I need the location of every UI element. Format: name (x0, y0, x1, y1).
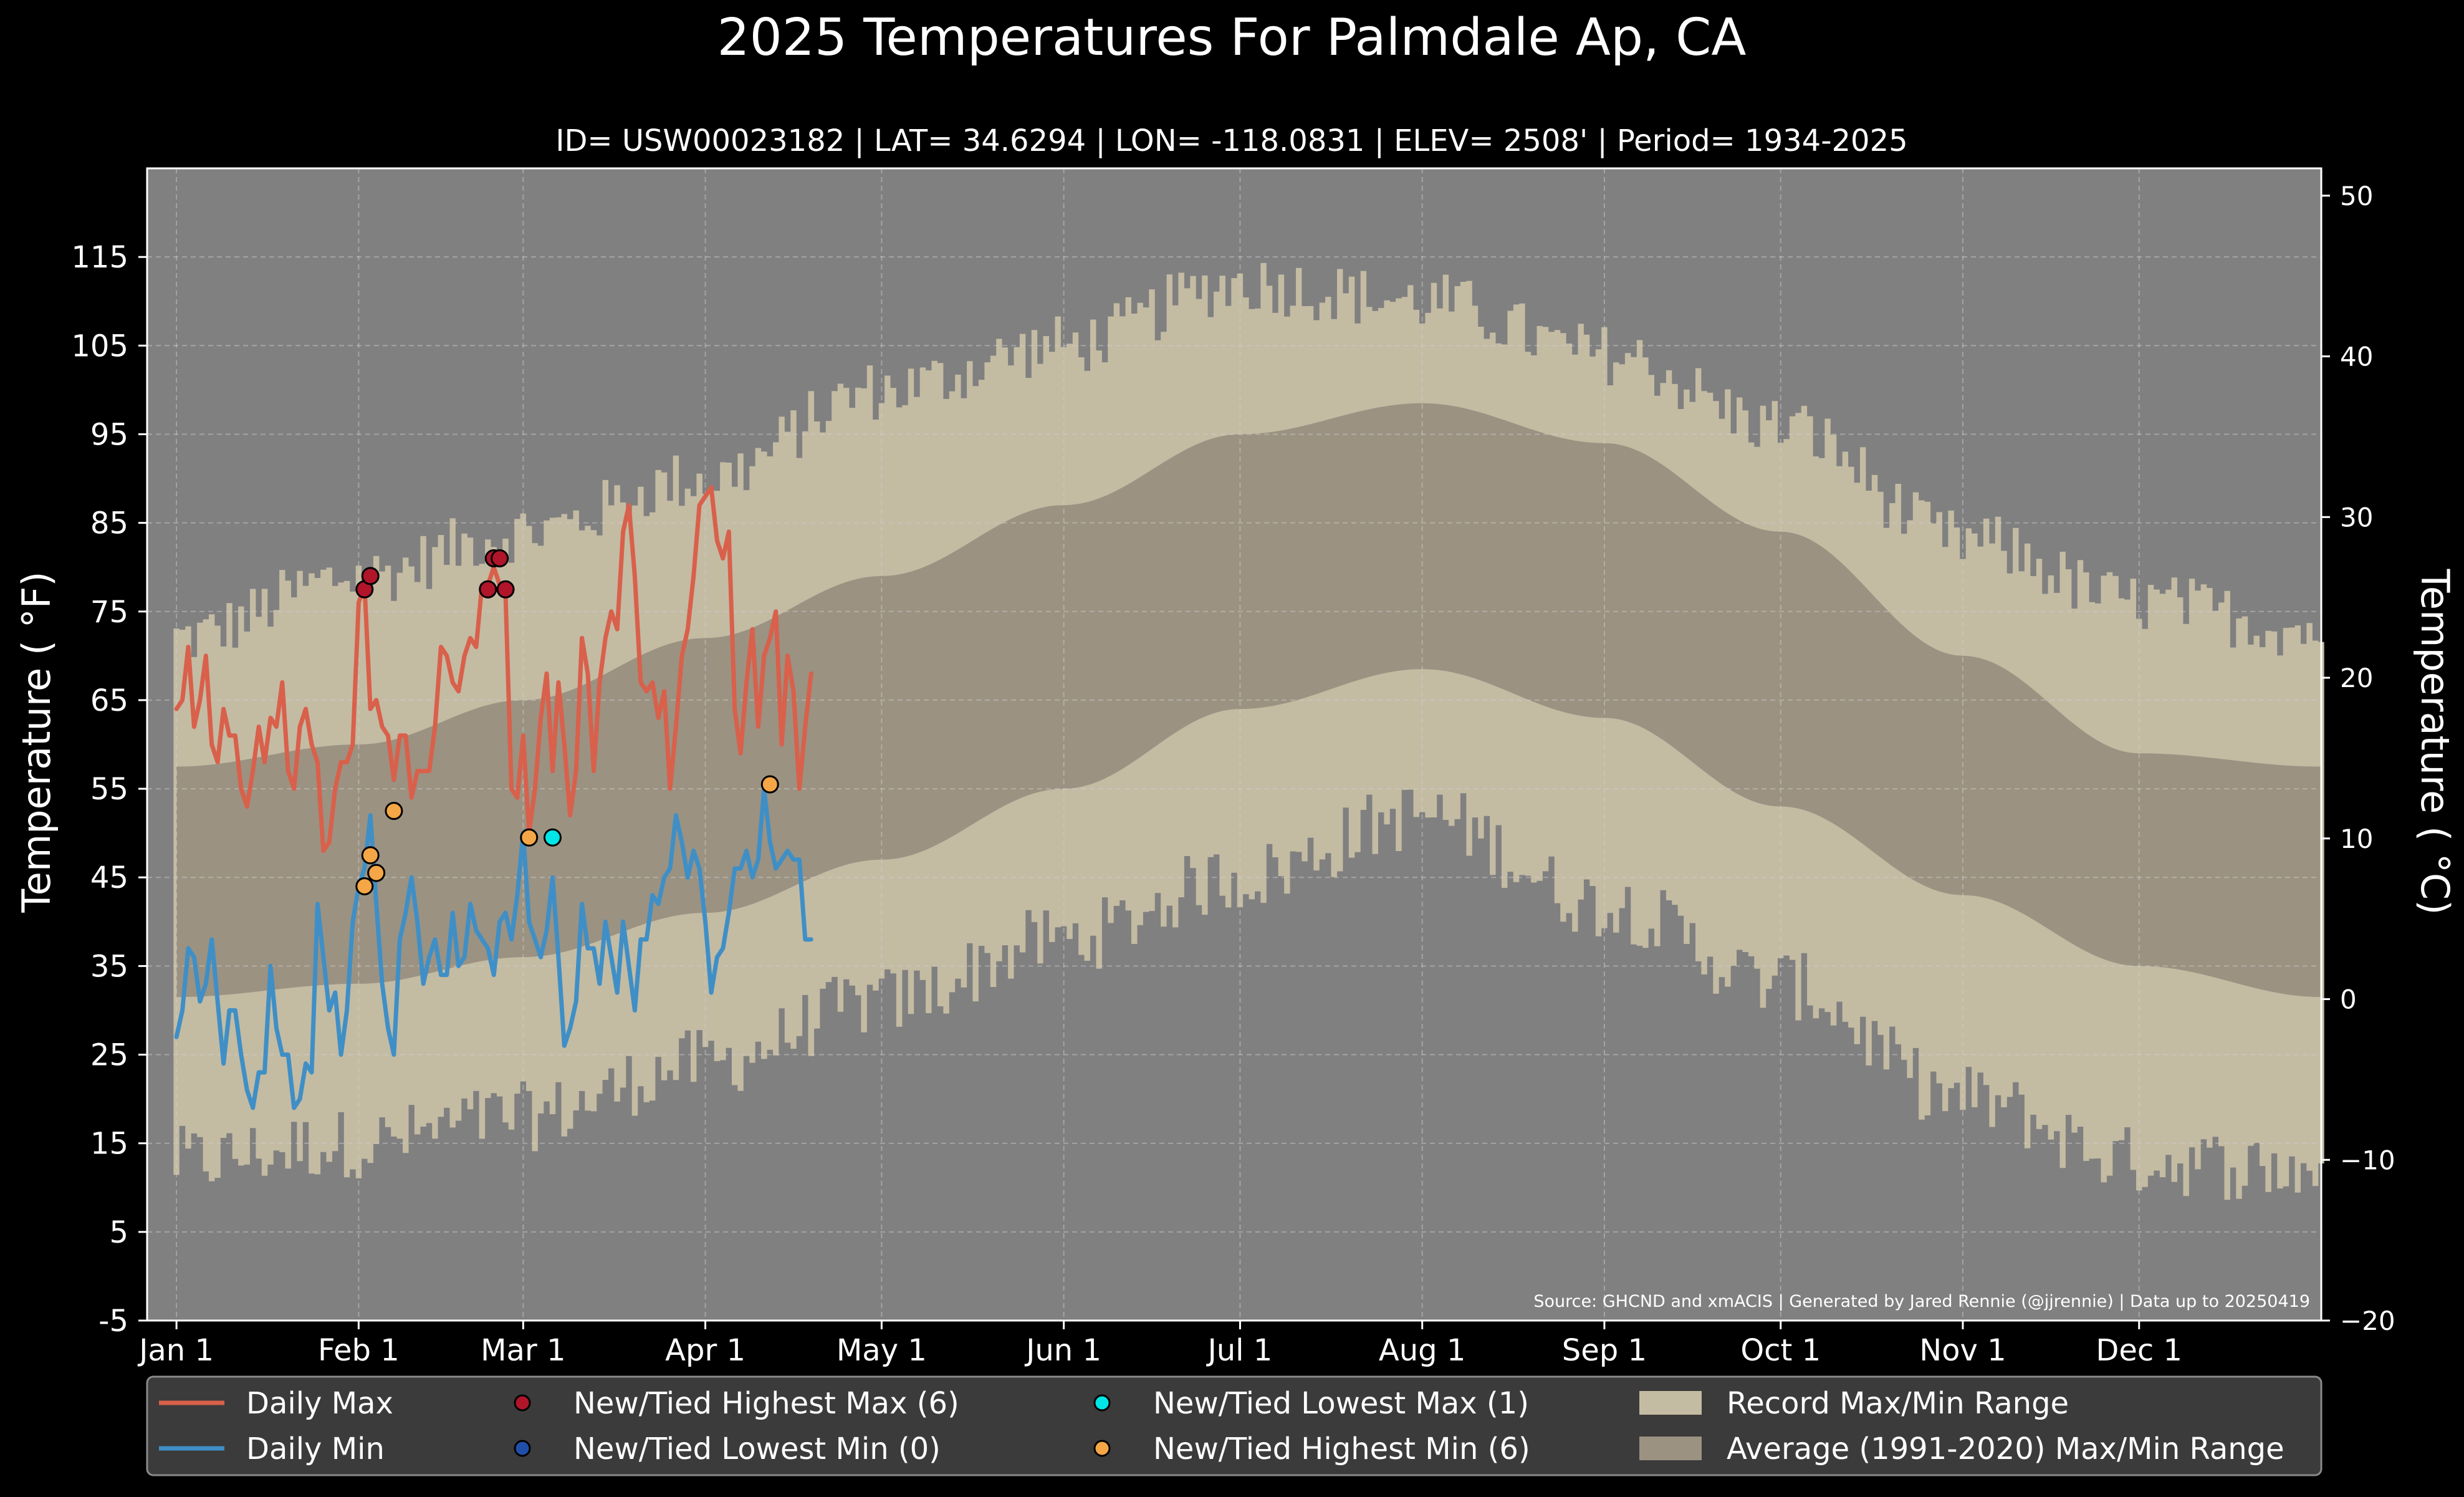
legend-label: Daily Min (246, 1432, 385, 1466)
x-tick-label: Nov 1 (1919, 1333, 2006, 1368)
legend-swatch-marker (1093, 1394, 1111, 1412)
marker-lowest-max (543, 828, 562, 847)
y-tick-label-left: 85 (90, 506, 128, 541)
marker-highest-min (367, 864, 386, 882)
y-tick-label-right: 40 (2340, 342, 2373, 372)
legend-label: New/Tied Lowest Max (1) (1153, 1386, 1529, 1421)
y-tick-label-left: 65 (90, 683, 128, 718)
y-tick-label-left: 35 (90, 949, 128, 984)
y-tick-label-right: 50 (2340, 181, 2373, 211)
legend-label: Daily Max (246, 1386, 393, 1421)
marker-highest-max (479, 580, 497, 599)
marker-highest-min (760, 775, 779, 794)
average-range-band (176, 403, 2321, 998)
y-tick-label-right: 10 (2340, 824, 2373, 854)
chart-title: 2025 Temperatures For Palmdale Ap, CA (717, 8, 1746, 67)
legend-swatch-marker (514, 1394, 531, 1412)
y-tick-label-left: -5 (98, 1304, 128, 1339)
legend-label: New/Tied Lowest Min (0) (573, 1432, 941, 1466)
x-tick-label: Jul 1 (1206, 1333, 1273, 1368)
x-tick-label: May 1 (837, 1333, 927, 1368)
marker-highest-max (361, 567, 380, 585)
y-tick-label-left: 75 (90, 595, 128, 630)
y-tick-label-left: 115 (71, 240, 128, 275)
legend-label: Record Max/Min Range (1727, 1386, 2069, 1421)
y-tick-label-right: 0 (2340, 984, 2357, 1015)
y-tick-label-left: 45 (90, 860, 128, 895)
x-tick-label: Oct 1 (1740, 1333, 1821, 1368)
y-tick-label-left: 55 (90, 772, 128, 807)
legend: Daily Max Daily Min New/Tied Highest Max (… (146, 1375, 2323, 1476)
marker-highest-max (496, 580, 515, 599)
marker-highest-min (385, 802, 403, 821)
legend-swatch-marker (1093, 1440, 1111, 1457)
y-tick-label-right: 20 (2340, 663, 2373, 693)
x-tick-label: Jan 1 (137, 1333, 214, 1368)
legend-label: New/Tied Highest Max (6) (573, 1386, 959, 1421)
y-axis-label-right: Temperature ( °C) (2412, 569, 2458, 915)
legend-swatch-patch (1639, 1391, 1702, 1415)
legend-label: New/Tied Highest Min (6) (1153, 1432, 1530, 1466)
x-tick-label: Feb 1 (318, 1333, 400, 1368)
y-tick-label-left: 5 (109, 1215, 128, 1250)
axes: -5 5 15 25 35 45 55 65 75 85 95 105 115 −20 −10 0 10 20 30… (71, 167, 2395, 1368)
x-tick-label: Apr 1 (665, 1333, 745, 1368)
x-tick-label: Dec 1 (2096, 1333, 2182, 1368)
y-tick-label-right: −10 (2340, 1145, 2395, 1175)
legend-swatch-marker (514, 1440, 531, 1457)
x-tick-label: Jun 1 (1024, 1333, 1101, 1368)
legend-box (146, 1375, 2323, 1476)
legend-swatch-patch (1639, 1437, 1702, 1460)
chart-subtitle: ID= USW00023182 | LAT= 34.6294 | LON= -1… (555, 123, 1907, 158)
marker-highest-min (520, 828, 539, 847)
x-tick-label: Aug 1 (1379, 1333, 1466, 1368)
plot-area: Source: GHCND and xmACIS | Generated by … (147, 168, 2324, 1321)
y-tick-label-right: 30 (2340, 502, 2373, 532)
y-tick-label-left: 105 (71, 329, 128, 363)
y-axis-label-left: Temperature ( °F) (14, 571, 59, 913)
daily-min-line (174, 786, 813, 1110)
legend-label: Average (1991-2020) Max/Min Range (1727, 1432, 2284, 1466)
y-tick-label-left: 25 (90, 1038, 128, 1073)
y-tick-label-left: 15 (90, 1127, 128, 1162)
marker-highest-min (355, 877, 374, 895)
y-tick-label-left: 95 (90, 417, 128, 452)
marker-highest-max (491, 549, 509, 567)
marker-highest-min (361, 846, 380, 865)
source-note: Source: GHCND and xmACIS | Generated by … (1533, 1292, 2310, 1311)
y-tick-label-right: −20 (2340, 1306, 2395, 1336)
x-tick-label: Mar 1 (481, 1333, 565, 1368)
x-tick-label: Sep 1 (1562, 1333, 1647, 1368)
plot-frame (146, 167, 2323, 1322)
